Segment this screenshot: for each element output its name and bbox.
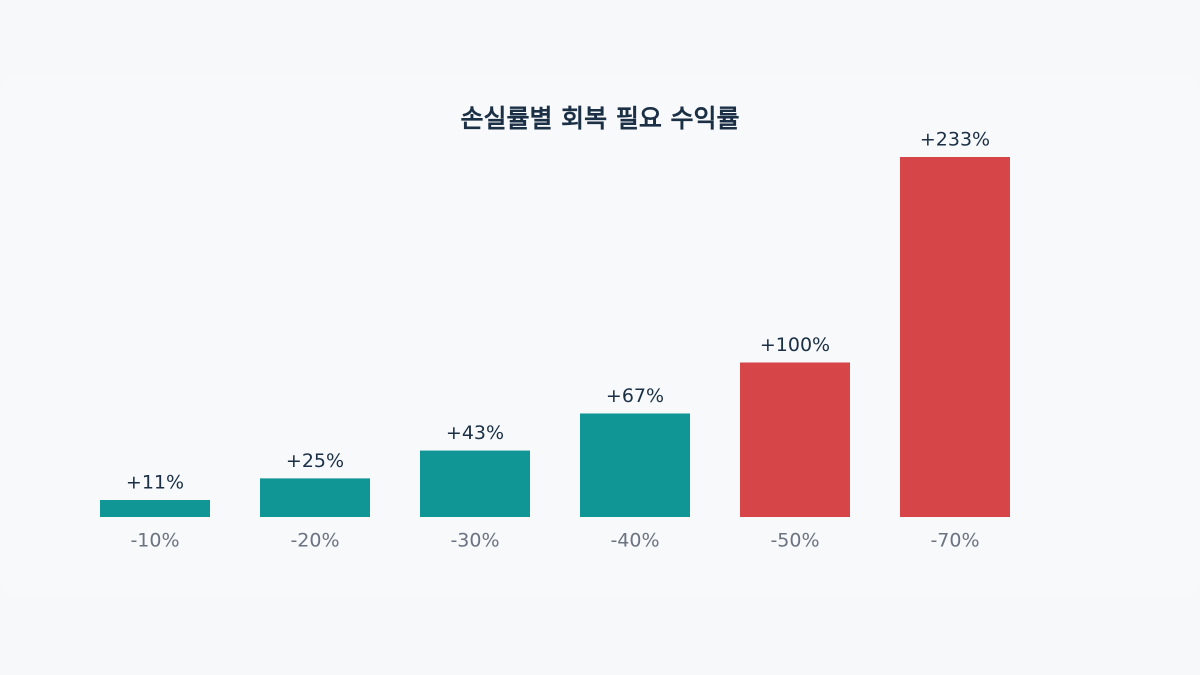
bar (420, 450, 530, 517)
value-label: +233% (920, 129, 990, 151)
x-tick-label: -20% (290, 530, 339, 552)
bar (580, 413, 690, 517)
bar (100, 500, 210, 517)
bar (740, 362, 850, 517)
x-tick-label: -10% (130, 530, 179, 552)
value-label: +11% (126, 472, 184, 494)
value-label: +25% (286, 450, 344, 472)
chart-title: 손실률별 회복 필요 수익률 (460, 104, 739, 133)
x-tick-label: -50% (770, 530, 819, 552)
x-tick-label: -30% (450, 530, 499, 552)
value-label: +43% (446, 422, 504, 444)
value-label: +67% (606, 385, 664, 407)
value-label: +100% (760, 334, 830, 356)
x-tick-label: -70% (930, 530, 979, 552)
bar (900, 157, 1010, 517)
x-tick-label: -40% (610, 530, 659, 552)
bar (260, 478, 370, 517)
